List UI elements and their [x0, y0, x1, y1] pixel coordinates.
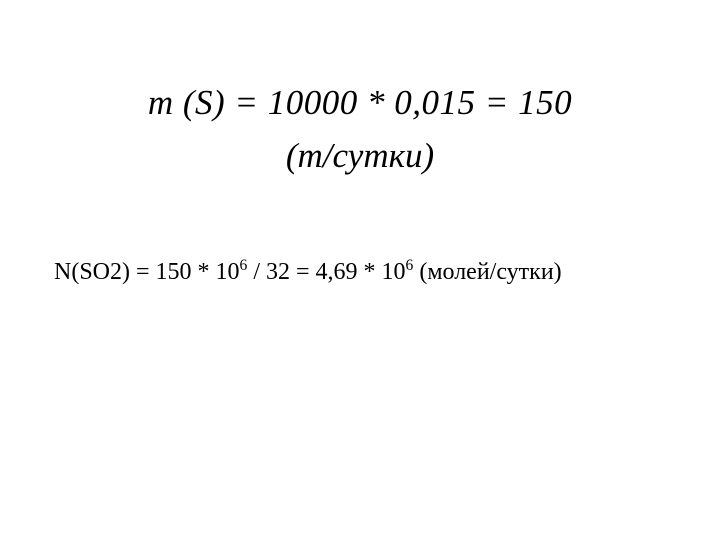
equation-1-line-2: (т/сутки) — [0, 135, 720, 177]
eq2-part-1: N(SO2) = 150 * 10 — [54, 259, 240, 285]
equation-1-line-1: m (S) = 10000 * 0,015 = 150 — [0, 82, 720, 124]
eq2-part-2: / 32 = 4,69 * 10 — [247, 259, 405, 285]
equation-2: N(SO2) = 150 * 106 / 32 = 4,69 * 106 (мо… — [54, 258, 562, 287]
eq2-part-3: (молей/сутки) — [413, 259, 561, 285]
slide: m (S) = 10000 * 0,015 = 150 (т/сутки) N(… — [0, 0, 720, 540]
